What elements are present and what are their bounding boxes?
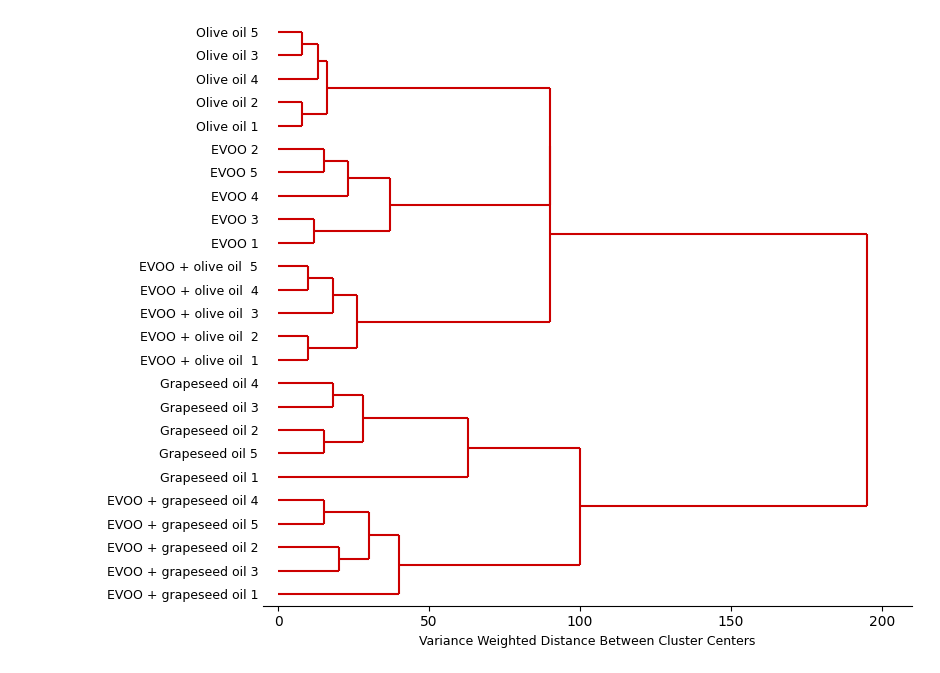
X-axis label: Variance Weighted Distance Between Cluster Centers: Variance Weighted Distance Between Clust…: [419, 635, 756, 648]
